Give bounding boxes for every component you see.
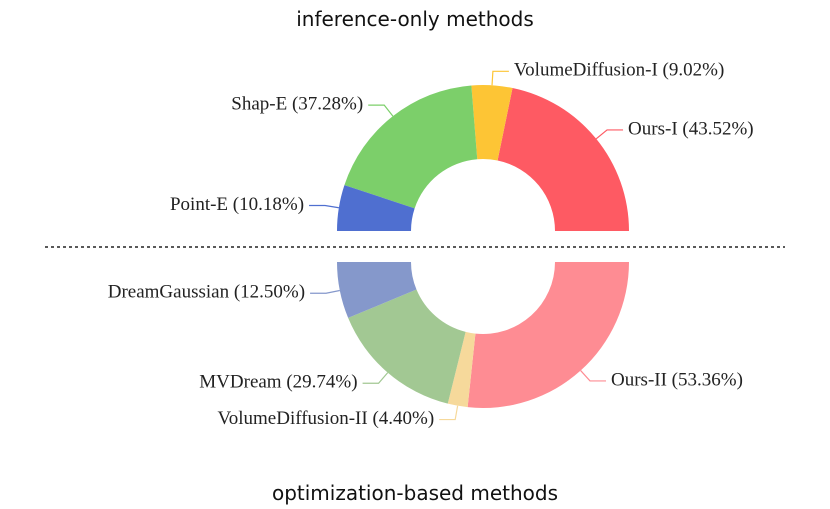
slice xyxy=(447,331,476,408)
leader-line xyxy=(595,129,624,140)
slice xyxy=(337,185,415,231)
slice xyxy=(344,85,478,209)
slice xyxy=(337,262,417,318)
slice-label: MVDream (29.74%) xyxy=(199,372,357,393)
leader-line xyxy=(310,289,340,294)
leader-line xyxy=(368,104,394,117)
slice xyxy=(471,84,513,161)
leader-line xyxy=(580,370,607,382)
leader-line xyxy=(362,372,389,384)
slice-label: DreamGaussian (12.50%) xyxy=(108,282,305,303)
slice xyxy=(497,88,629,231)
slice-label: Ours-II (53.36%) xyxy=(611,369,743,390)
leader-line xyxy=(491,70,509,86)
slice xyxy=(467,262,629,408)
slice-label: Point-E (10.18%) xyxy=(170,194,304,215)
slice-label: Ours-I (43.52%) xyxy=(628,118,754,139)
chart-title: inference-only methods xyxy=(296,7,534,31)
slice-label: VolumeDiffusion-II (4.40%) xyxy=(217,408,434,429)
slice xyxy=(348,289,466,404)
slice-label: Shap-E (37.28%) xyxy=(231,93,363,114)
slice-label: VolumeDiffusion-I (9.02%) xyxy=(514,60,724,81)
leader-line xyxy=(309,204,339,209)
chart-title: optimization-based methods xyxy=(272,481,558,505)
leader-line xyxy=(439,405,459,421)
